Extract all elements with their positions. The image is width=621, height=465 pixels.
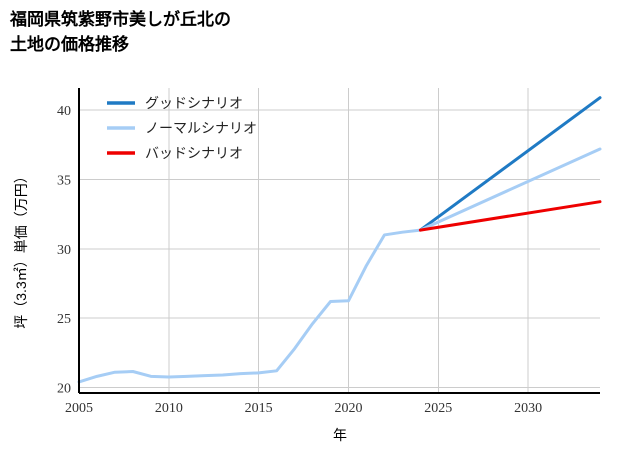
legend-label: グッドシナリオ: [145, 96, 243, 112]
y-tick-label: 30: [57, 243, 71, 258]
x-tick-label: 2030: [514, 401, 542, 416]
series-line: [418, 96, 602, 232]
y-tick-label: 25: [57, 312, 71, 327]
series-line: [77, 147, 602, 384]
x-tick-labels: 2005 2010 2015 2020 2025 2030: [65, 401, 542, 416]
x-gridlines: [168, 88, 529, 393]
legend-label: ノーマルシナリオ: [145, 122, 257, 137]
series-line: [418, 200, 602, 232]
y-tick-label: 20: [57, 381, 71, 396]
legend-label: バッドシナリオ: [145, 147, 243, 162]
chart-title: 福岡県筑紫野市美しが丘北の 土地の価格推移: [10, 10, 231, 54]
series-lines: [77, 96, 602, 384]
x-tick-label: 2010: [155, 401, 183, 416]
x-tick-label: 2025: [424, 401, 452, 416]
x-tick-label: 2005: [65, 401, 93, 416]
x-tick-label: 2020: [334, 401, 362, 416]
x-tick-label: 2015: [245, 401, 273, 416]
y-tick-label: 35: [57, 174, 71, 189]
y-axis-title: 坪（3.3㎡）単価（万円）: [13, 169, 29, 328]
axis-spines: [77, 88, 600, 395]
x-axis-title: 年: [333, 427, 347, 443]
y-gridlines: [79, 109, 600, 388]
y-tick-labels: 20 25 30 35 40: [57, 104, 71, 396]
y-tick-label: 40: [57, 104, 71, 119]
